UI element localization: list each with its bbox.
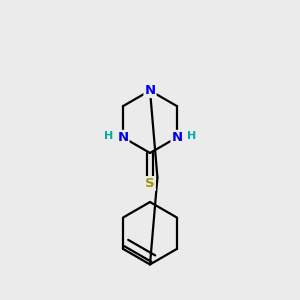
Text: N: N <box>117 131 128 144</box>
Text: H: H <box>104 131 113 141</box>
Text: H: H <box>187 131 196 141</box>
Text: N: N <box>172 131 183 144</box>
Text: S: S <box>145 177 155 190</box>
Text: N: N <box>144 84 156 97</box>
